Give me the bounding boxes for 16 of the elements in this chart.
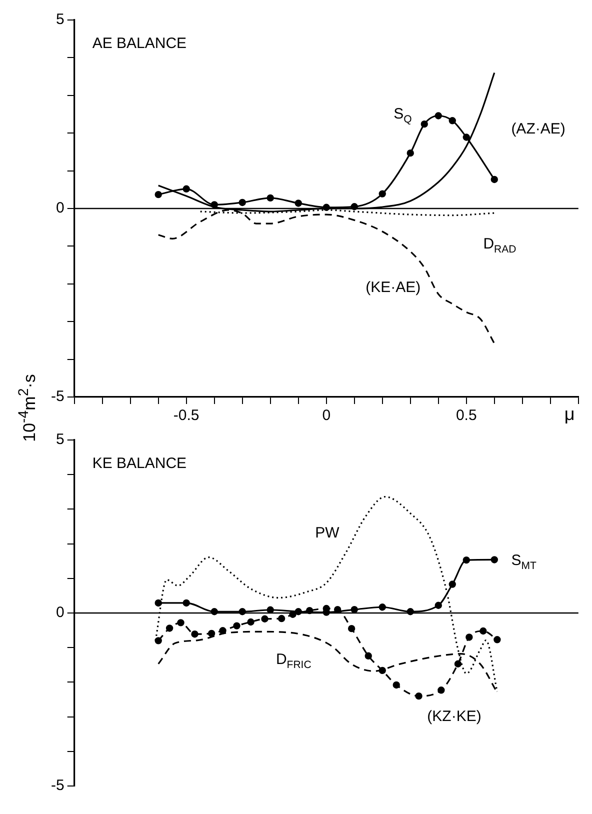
text: (AZ·AE) <box>511 120 566 138</box>
y-tick-label: 5 <box>56 431 64 448</box>
y-tick-label: -5 <box>50 388 64 406</box>
y-tick-label: 0 <box>56 200 64 217</box>
series-label: (KE·AE) <box>366 278 421 296</box>
series-label: (KZ·KE) <box>427 708 482 725</box>
series-label: PW <box>315 524 340 542</box>
x-tick-label: 0.5 <box>456 407 477 424</box>
x-axis-title: μ <box>564 404 575 424</box>
text: KE BALANCE <box>92 455 187 472</box>
text: AE BALANCE <box>92 35 187 52</box>
y-tick-label: 5 <box>56 11 64 28</box>
x-tick-label: 0 <box>322 407 331 424</box>
y-tick-label: 0 <box>56 604 64 622</box>
y-tick-label: -5 <box>50 777 64 794</box>
x-tick-label: -0.5 <box>173 407 200 424</box>
